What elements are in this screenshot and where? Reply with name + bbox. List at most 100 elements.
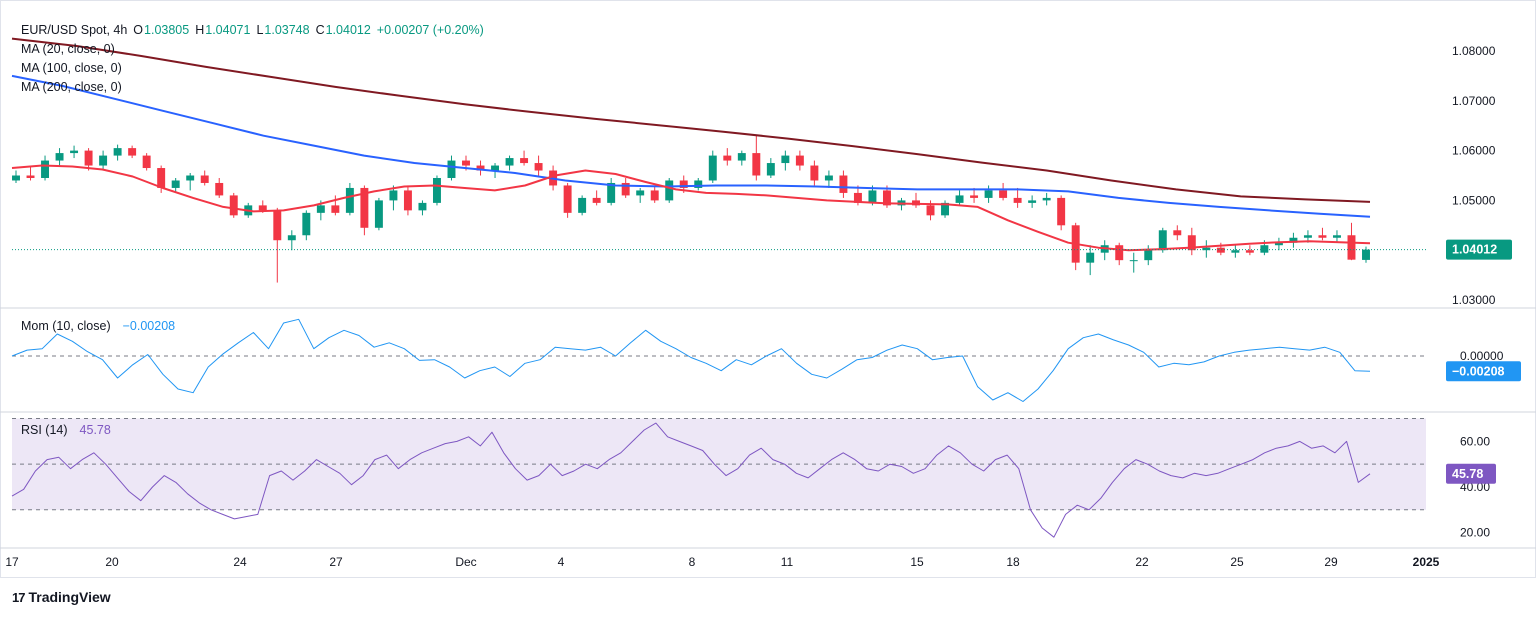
rsi-line [11, 422, 1371, 538]
open-label: O [133, 23, 144, 37]
low-label: L [256, 23, 264, 37]
candle-body [1289, 237, 1298, 243]
candle-body [200, 175, 209, 183]
momentum-legend[interactable]: Mom (10, close) −0.00208 [21, 319, 181, 333]
candle-body [12, 175, 20, 181]
candle-body [1231, 250, 1240, 253]
candle-body [1187, 235, 1196, 251]
candle-body [99, 155, 108, 166]
time-tick-label: 24 [233, 555, 247, 569]
candle-body [476, 165, 485, 171]
axes: 1.08000 1.07000 1.06000 1.05000 1.03000 0.000… [5, 44, 1503, 569]
candle-body [1115, 245, 1124, 261]
time-tick-label: 25 [1230, 555, 1244, 569]
candle-body [955, 195, 964, 203]
candle-body [1028, 200, 1037, 203]
close-value: 1.04012 [325, 23, 371, 37]
candle-body [1216, 247, 1225, 253]
candle-body [84, 150, 93, 166]
candle-body [1245, 250, 1254, 253]
time-tick-label: 2025 [1413, 555, 1440, 569]
candle-body [113, 148, 122, 156]
candle-body [853, 192, 862, 203]
candle-body [984, 190, 993, 198]
ma100-line [11, 74, 1371, 218]
candle-body [1086, 252, 1095, 263]
candle-body [723, 155, 732, 161]
candle-body [374, 200, 383, 228]
candle-body [389, 190, 398, 201]
candle-body [186, 175, 195, 181]
candle-body [403, 190, 412, 211]
candle-body [1303, 235, 1312, 238]
momentum-badge-bg [1446, 361, 1521, 382]
candle-body [287, 235, 296, 241]
brand-name: TradingView [28, 589, 111, 605]
candle-body [665, 180, 674, 201]
rsi-value: 45.78 [79, 423, 111, 437]
rsi-badge: 45.78 [1452, 467, 1483, 481]
rsi-label: RSI (14) [21, 423, 68, 437]
rsi-band [12, 418, 1426, 511]
candle-body [999, 190, 1008, 198]
legend-ma20[interactable]: MA (20, close, 0) [21, 42, 115, 56]
candle-body [491, 165, 500, 171]
oscillator-lines [11, 318, 1426, 538]
tradingview-brand[interactable]: 17 TradingView [12, 589, 111, 605]
candle-body [447, 160, 456, 178]
time-tick-label: 17 [5, 555, 19, 569]
candle-body [1332, 235, 1341, 238]
candle-body [578, 197, 587, 213]
price-tick-label: 1.06000 [1452, 144, 1496, 158]
candle-body [316, 205, 325, 213]
candle-body [941, 202, 950, 216]
candle-body [1158, 230, 1167, 251]
time-tick-label: 8 [689, 555, 696, 569]
candle-body [1318, 235, 1327, 238]
time-tick-label: 4 [558, 555, 565, 569]
candle-body [331, 205, 340, 213]
candle-body [432, 177, 441, 203]
time-tick-label: 15 [910, 555, 924, 569]
candle-body [650, 190, 659, 201]
time-tick-label: 22 [1135, 555, 1149, 569]
candle-body [1202, 247, 1211, 251]
low-value: 1.03748 [264, 23, 310, 37]
high-value: 1.04071 [205, 23, 251, 37]
candle-body [505, 158, 514, 166]
time-tick-label: 18 [1006, 555, 1020, 569]
legend-ma100[interactable]: MA (100, close, 0) [21, 61, 122, 75]
candle-body [1042, 197, 1051, 201]
candle-body [128, 148, 137, 156]
candle-body [636, 190, 645, 196]
candle-body [563, 185, 572, 213]
momentum-tick-label: 0.00000 [1460, 349, 1504, 363]
candle-body [70, 150, 79, 154]
candle-body [810, 165, 819, 181]
ma200-line [11, 37, 1371, 203]
time-tick-label: 29 [1324, 555, 1338, 569]
time-tick-label: 27 [329, 555, 343, 569]
candle-body [839, 175, 848, 193]
candle-body [607, 182, 616, 203]
tradingview-logo-icon: 17 [12, 589, 26, 605]
time-tick-label: 20 [105, 555, 119, 569]
close-label: C [315, 23, 325, 37]
candle-body [1347, 235, 1356, 260]
candlestick-series [12, 135, 1370, 283]
candle-body [55, 153, 64, 161]
candle-body [534, 163, 543, 171]
candle-body [520, 158, 529, 164]
candle-body [1129, 260, 1138, 262]
moving-average-lines [11, 37, 1426, 252]
rsi-tick-label: 60.00 [1460, 434, 1490, 448]
ohlc-header: EUR/USD Spot, 4h O1.03805 H1.04071 L1.03748… [21, 23, 490, 37]
candle-body [360, 187, 369, 228]
candle-body [273, 210, 282, 241]
candle-body [1362, 249, 1370, 260]
last-price-badge: 1.04012 [1452, 243, 1497, 257]
legend-ma200[interactable]: MA (200, close, 0) [21, 80, 122, 94]
rsi-legend[interactable]: RSI (14) 45.78 [21, 423, 117, 437]
time-tick-label: 11 [781, 555, 794, 569]
